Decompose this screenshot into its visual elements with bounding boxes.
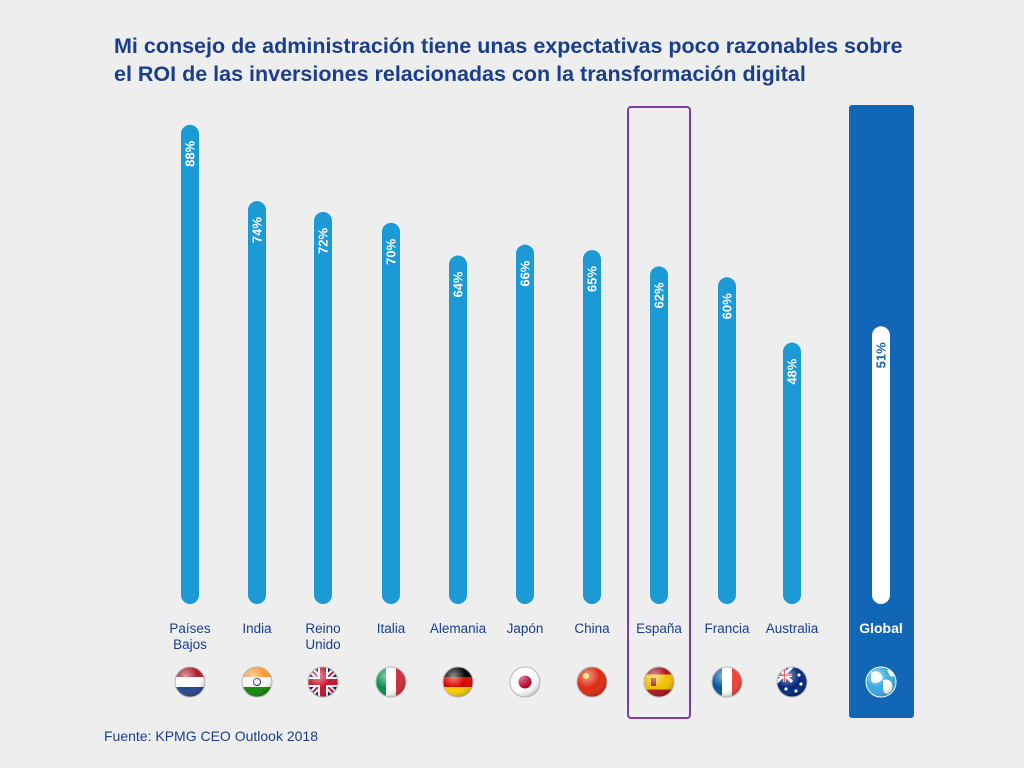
spain-flag-icon [643, 666, 675, 698]
value-label-india: 74% [250, 217, 265, 243]
source-note: Fuente: KPMG CEO Outlook 2018 [104, 728, 318, 744]
bar-japon [516, 244, 534, 604]
value-label-australia: 48% [785, 358, 800, 384]
category-label-alemania: Alemania [430, 621, 487, 636]
chart-title-line-2: el ROI de las inversiones relacionadas c… [114, 62, 806, 86]
italy-flag-icon [375, 666, 407, 698]
value-label-francia: 60% [720, 293, 735, 319]
netherlands-flag-icon [174, 666, 206, 698]
bar-paises-bajos [181, 124, 199, 604]
chart-title: Mi consejo de administración tiene unas … [114, 32, 994, 88]
value-label-paises-bajos: 88% [183, 140, 198, 166]
bar-espana [650, 266, 668, 604]
category-label-paises-bajos: Países Bajos [169, 621, 211, 652]
category-label-global: Global [859, 620, 903, 636]
chart-title-line-1: Mi consejo de administración tiene unas … [114, 34, 903, 58]
bar-alemania [449, 255, 467, 604]
japan-flag-icon [509, 666, 541, 698]
bar-global [872, 326, 890, 604]
uk-flag-icon [307, 666, 339, 698]
germany-flag-icon [442, 666, 474, 698]
china-flag-icon [576, 666, 608, 698]
value-label-reino-unido: 72% [316, 228, 331, 254]
category-label-espana: España [636, 621, 682, 636]
india-flag-icon [241, 666, 273, 698]
category-label-italia: Italia [377, 621, 406, 636]
bar-india [248, 201, 266, 604]
category-label-japon: Japón [507, 621, 544, 636]
highlight-frame-espana [627, 106, 691, 719]
category-label-china: China [574, 621, 610, 636]
value-label-china: 65% [585, 266, 600, 292]
category-label-india: India [242, 621, 272, 636]
value-label-italia: 70% [384, 238, 399, 264]
bar-australia [783, 342, 801, 604]
value-label-espana: 62% [652, 282, 667, 308]
australia-flag-icon [776, 666, 808, 698]
value-label-global: 51% [874, 342, 889, 368]
category-label-australia: Australia [766, 621, 819, 636]
bar-francia [718, 277, 736, 604]
value-label-alemania: 64% [451, 271, 466, 297]
category-label-reino-unido: Reino Unido [305, 621, 340, 652]
category-label-francia: Francia [704, 621, 750, 636]
bar-reino-unido [314, 211, 332, 604]
globe-icon [865, 666, 897, 698]
value-label-japon: 66% [518, 260, 533, 286]
bar-china [583, 250, 601, 604]
bar-italia [382, 222, 400, 604]
france-flag-icon [711, 666, 743, 698]
